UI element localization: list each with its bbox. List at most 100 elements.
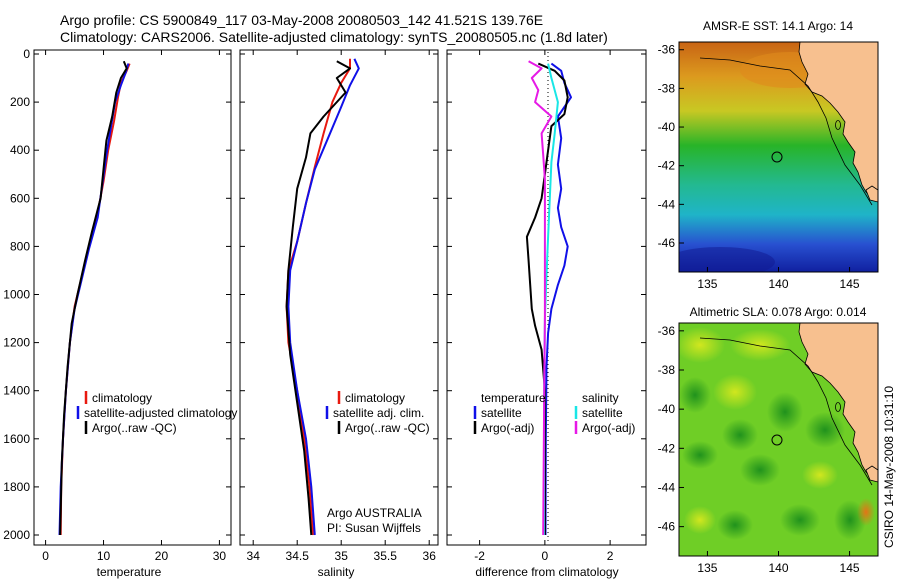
sla-blob: [717, 510, 753, 540]
sla-map: Altimetric SLA: 0.078 Argo: 0.014: [658, 305, 879, 575]
land-island: [865, 185, 878, 203]
x-tick-label: 35: [335, 549, 349, 563]
sla-blob: [713, 374, 757, 410]
y-tick-label: 600: [10, 191, 30, 205]
csiro-timestamp: CSIRO 14-May-2008 10:31:10: [882, 386, 896, 548]
x-tick-label: 34: [247, 549, 261, 563]
series-line: [287, 58, 360, 536]
y-tick-label: 800: [10, 239, 30, 253]
difference-plot-frame: [446, 49, 647, 546]
sla-blob: [740, 454, 780, 486]
legend-label-temp-satellite: satellite: [481, 406, 522, 420]
series-line: [544, 62, 572, 536]
map-y-tick-label: -44: [658, 197, 676, 211]
sst-map-title: AMSR-E SST: 14.1 Argo: 14: [703, 19, 853, 33]
map-x-tick-label: 140: [768, 277, 788, 291]
map-x-tick-label: 145: [840, 277, 860, 291]
x-tick-label: 36: [423, 549, 437, 563]
sla-blob: [802, 461, 838, 489]
shelf-contour: [699, 57, 873, 206]
legend-label-sal-satellite: satellite: [582, 406, 623, 420]
map-x-tick-label: 140: [768, 561, 788, 575]
salinity-x-axis-label: salinity: [318, 565, 355, 579]
temperature-plot-frame: [33, 49, 232, 546]
x-tick-label: 2: [607, 549, 614, 563]
series-line: [59, 60, 128, 536]
map-y-tick-label: -46: [658, 236, 676, 250]
map-y-tick-label: -44: [658, 480, 676, 494]
argo-credit-line2: PI: Susan Wijffels: [327, 521, 421, 535]
y-tick-label: 1800: [3, 480, 30, 494]
sla-blob: [682, 441, 718, 469]
sla-blob: [780, 504, 820, 536]
temperature-x-axis-label: temperature: [97, 565, 162, 579]
y-tick-label: 1200: [3, 336, 30, 350]
figure-title-line2: Climatology: CARS2006. Satellite-adjuste…: [60, 29, 608, 45]
map-y-tick-label: -40: [658, 120, 676, 134]
series-line: [285, 58, 351, 536]
map-y-tick-label: -36: [658, 324, 676, 338]
series-line: [58, 63, 130, 536]
legend-label-temp-argo: Argo(-adj): [481, 421, 534, 435]
y-tick-label: 2000: [3, 528, 30, 542]
map-x-tick-label: 145: [840, 561, 860, 575]
sst-map: AMSR-E SST: 14.1 Argo: 14 135 140 145 -36 -3…: [658, 19, 879, 291]
map-y-tick-label: -42: [658, 441, 676, 455]
y-tick-label: 1600: [3, 432, 30, 446]
y-tick-label: 0: [23, 47, 30, 61]
temperature-legend: climatology satellite-adjusted climatolo…: [76, 391, 237, 435]
sla-blob: [679, 327, 725, 363]
legend-label-satellite-adj: satellite adj. clim.: [333, 406, 424, 420]
legend-label-climatology: climatology: [92, 391, 152, 405]
legend-heading-salinity: salinity: [582, 391, 619, 405]
seamount-contour: [835, 402, 841, 412]
sla-blob: [730, 329, 790, 361]
map-y-tick-label: -46: [658, 520, 676, 534]
seamount-contour: [835, 120, 841, 130]
legend-label-satellite-adjusted: satellite-adjusted climatology: [84, 406, 237, 420]
map-y-tick-label: -36: [658, 43, 676, 57]
sla-blob: [679, 377, 711, 413]
legend-label-argo: Argo(..raw -QC): [92, 421, 177, 435]
legend-heading-temperature: temperature: [481, 391, 546, 405]
legend-label-sal-argo: Argo(-adj): [582, 421, 635, 435]
argo-location-marker: [771, 434, 783, 446]
salinity-legend: climatology satellite adj. clim. Argo(..…: [325, 391, 430, 435]
shelf-contour: [699, 337, 873, 486]
land-island: [865, 465, 878, 483]
y-tick-label: 1400: [3, 384, 30, 398]
series-line: [528, 60, 553, 536]
figure-title-line1: Argo profile: CS 5900849_117 03-May-2008…: [60, 12, 543, 28]
x-tick-label: 30: [213, 549, 227, 563]
salinity-panel: 34 34.5 35 35.5 36 salinity climatology sate…: [239, 49, 439, 579]
difference-legend: temperature satellite Argo(-adj) salinit…: [473, 391, 635, 435]
x-tick-label: -2: [474, 549, 485, 563]
sst-cold-patch: [679, 247, 775, 272]
sla-blob: [684, 506, 716, 534]
temperature-panel: 0 10 20 30 0 200 400 600 800 1000 1200 1400 1600 1800…: [3, 47, 237, 579]
map-x-tick-label: 135: [697, 277, 717, 291]
x-tick-label: 0: [42, 549, 49, 563]
series-line: [525, 62, 569, 535]
map-x-tick-label: 135: [697, 561, 717, 575]
sla-map-title: Altimetric SLA: 0.078 Argo: 0.014: [690, 305, 867, 319]
legend-label-argo: Argo(..raw -QC): [345, 421, 430, 435]
series-line: [59, 63, 131, 536]
legend-label-climatology: climatology: [345, 391, 405, 405]
x-tick-label: 0: [542, 549, 549, 563]
x-tick-label: 10: [97, 549, 111, 563]
x-tick-label: 35.5: [374, 549, 398, 563]
sla-blob: [767, 392, 803, 432]
difference-x-axis-label: difference from climatology: [475, 565, 618, 579]
map-y-tick-label: -38: [658, 363, 676, 377]
y-tick-label: 1000: [3, 288, 30, 302]
y-tick-label: 400: [10, 143, 30, 157]
difference-panel: -2 0 2 difference from climatology tempera…: [446, 49, 647, 579]
argo-location-marker: [771, 151, 783, 163]
map-y-tick-label: -42: [658, 159, 676, 173]
argo-credit-line1: Argo AUSTRALIA: [327, 506, 422, 520]
sla-blob: [722, 419, 758, 451]
x-tick-label: 20: [155, 549, 169, 563]
x-tick-label: 34.5: [286, 549, 310, 563]
